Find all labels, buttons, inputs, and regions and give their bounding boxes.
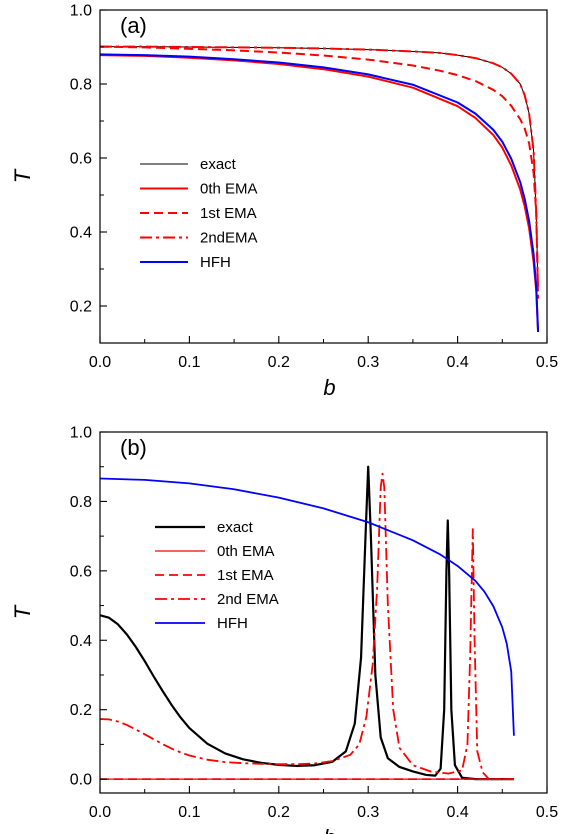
y-tick-label-0: 0.2 (70, 299, 92, 316)
series-line-3 (100, 45, 540, 292)
legend-label-2: 1st EMA (200, 205, 257, 222)
panel-b: 0.0 0.1 0.2 0.3 0.4 0.5 0.0 0.2 0.4 0.6 0.8 1.0 b T (b… (10, 425, 558, 834)
x-tick-label-3: 0.3 (357, 354, 379, 371)
x-tick-label-4: 0.4 (446, 354, 468, 371)
series-line-2 (100, 45, 540, 299)
legend: exact 0th EMA 1st EMA 2nd EMA HFH (155, 519, 279, 632)
y-tick-label-2: 0.4 (70, 633, 92, 650)
y-axis-label: T (10, 604, 35, 619)
legend-label-4: HFH (200, 254, 231, 271)
series-line-0 (100, 465, 514, 781)
y-tick-label-4: 0.8 (70, 494, 92, 511)
y-tick-label-3: 0.6 (70, 563, 92, 580)
axes-frame (99, 431, 548, 794)
x-tick-label-0: 0.0 (89, 354, 111, 371)
legend-label-1: 0th EMA (217, 543, 275, 560)
x-tick-label-5: 0.5 (536, 804, 558, 821)
y-axis-label: T (10, 168, 35, 183)
legend-label-4: HFH (217, 615, 248, 632)
legend-label-0: exact (200, 156, 237, 173)
y-tick-label-5: 1.0 (70, 425, 92, 442)
x-tick-label-4: 0.4 (446, 804, 468, 821)
panel-label: (b) (120, 435, 147, 460)
plot-area (100, 45, 540, 332)
series-line-1 (100, 54, 540, 332)
x-tick-label-1: 0.1 (178, 804, 200, 821)
legend: exact 0th EMA 1st EMA 2ndEMA HFH (140, 156, 258, 271)
x-axis-label: b (323, 825, 335, 834)
legend-label-3: 2nd EMA (217, 591, 279, 608)
x-tick-label-5: 0.5 (536, 354, 558, 371)
axes-frame (99, 9, 548, 344)
panel-label: (a) (120, 13, 147, 38)
series-line-4 (100, 477, 515, 736)
y-tick-label-1: 0.2 (70, 702, 92, 719)
series-line-0 (100, 46, 539, 292)
x-tick-label-2: 0.2 (268, 804, 290, 821)
x-tick-label-1: 0.1 (178, 354, 200, 371)
y-tick-label-3: 0.8 (70, 77, 92, 94)
y-tick-label-0: 0.0 (70, 772, 92, 789)
y-tick-label-2: 0.6 (70, 151, 92, 168)
plot-area (100, 465, 515, 781)
series-line-4 (100, 53, 540, 332)
x-tick-label-0: 0.0 (89, 804, 111, 821)
x-axis-label: b (323, 375, 335, 400)
x-tick-label-2: 0.2 (268, 354, 290, 371)
legend-label-2: 1st EMA (217, 567, 274, 584)
panel-a: 0.0 0.1 0.2 0.3 0.4 0.5 0.2 0.4 0.6 0.8 1.0 b T (a) ex… (10, 3, 558, 401)
y-tick-label-4: 1.0 (70, 3, 92, 20)
legend-label-0: exact (217, 519, 254, 536)
legend-label-1: 0th EMA (200, 181, 258, 198)
y-tick-label-1: 0.4 (70, 225, 92, 242)
x-tick-label-3: 0.3 (357, 804, 379, 821)
legend-label-3: 2ndEMA (200, 230, 258, 247)
